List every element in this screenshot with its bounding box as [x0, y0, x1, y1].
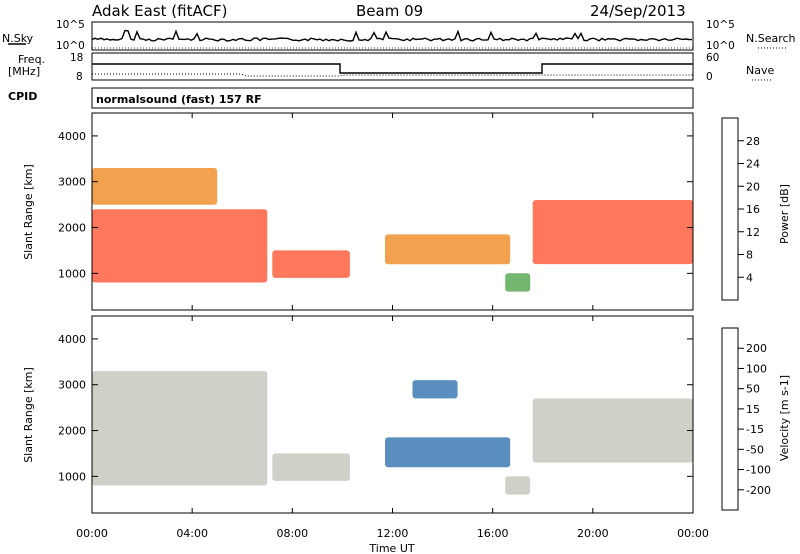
x-axis-label: Time UT	[368, 542, 414, 554]
nsky-panel: N.Sky 10^5 10^0 10^5 10^0 N.Search	[2, 19, 796, 52]
colorbar-tick-label: 12	[746, 226, 760, 239]
colorbar-tick-label: 28	[746, 135, 760, 148]
freq-trace	[92, 63, 693, 74]
freq-left-tick-top: 18	[70, 52, 83, 64]
echo-region-1-5	[532, 398, 693, 463]
nsky-left-tick-top: 10^5	[56, 19, 85, 31]
colorbar-tick-label: -50	[746, 443, 764, 456]
y-tick-label: 3000	[58, 379, 86, 392]
colorbar-tick-label: -15	[746, 423, 764, 436]
velocity-data-layer	[92, 371, 693, 495]
nsearch-label: N.Search	[746, 32, 796, 45]
x-tick-label: 16:00	[477, 527, 509, 540]
cpid-label: CPID	[8, 90, 37, 103]
colorbar-tick-label: 16	[746, 203, 760, 216]
colorbar-tick-label: 4	[746, 271, 753, 284]
nsky-label: N.Sky	[2, 32, 34, 45]
echo-region-0-2	[272, 250, 350, 278]
echo-region-1-1	[272, 453, 350, 481]
y-tick-label: 2000	[58, 222, 86, 235]
echo-region-1-3	[412, 380, 458, 399]
x-tick-label: 08:00	[276, 527, 308, 540]
echo-region-0-1	[92, 168, 218, 205]
freq-panel: Freq. [MHz] 18 8 60 0 Nave CPID	[8, 52, 774, 103]
colorbar-tick-label: -200	[746, 484, 771, 497]
colorbar-tick-label: 8	[746, 249, 753, 262]
x-tick-label: 04:00	[176, 527, 208, 540]
colorbar-tick-label: 50	[746, 383, 760, 396]
x-tick-label: 12:00	[377, 527, 409, 540]
echo-region-0-0	[92, 209, 268, 283]
colorbar-tick-label: 100	[746, 362, 767, 375]
colorbar-frame	[721, 117, 739, 301]
cpid-text: normalsound (fast) 157 RF	[96, 93, 262, 106]
velocity-panel: 1000 2000 3000 4000 Slant Range [km]	[22, 315, 694, 514]
beam-title: Beam 09	[356, 2, 423, 20]
power-panel: 1000 2000 3000 4000 Slant Range [km]	[22, 112, 694, 311]
colorbar-tick-label: 24	[746, 158, 760, 171]
nsky-left-tick-bottom: 10^0	[56, 40, 85, 52]
freq-label-line2: [MHz]	[8, 65, 40, 78]
time-x-axis: 00:00 04:00 08:00 12:00 16:00 20:00 00:00	[76, 113, 709, 540]
nsky-trace	[91, 29, 693, 42]
y-tick-label: 4000	[58, 333, 86, 346]
y-tick-label: 4000	[58, 130, 86, 143]
echo-region-0-3	[385, 234, 511, 265]
velocity-y-axis: 1000 2000 3000 4000	[58, 333, 693, 483]
date-title: 24/Sep/2013	[590, 2, 686, 20]
nsky-right-tick-top: 10^5	[706, 19, 735, 31]
station-title: Adak East (fitACF)	[92, 2, 227, 20]
nave-trace	[92, 73, 693, 77]
freq-left-tick-bottom: 8	[76, 71, 83, 83]
power-y-axis: 1000 2000 3000 4000	[58, 130, 693, 280]
y-tick-label: 3000	[58, 176, 86, 189]
echo-region-0-5	[532, 200, 693, 265]
power-y-label: Slant Range [km]	[22, 164, 35, 260]
velocity-colorbar: 200 100 50 15 -15 -50 -100 -200	[721, 327, 771, 511]
nave-label: Nave	[746, 64, 774, 77]
colorbar-tick-label: 20	[746, 180, 760, 193]
cpid-panel: normalsound (fast) 157 RF	[91, 87, 694, 109]
freq-frame	[91, 52, 694, 81]
colorbar-tick-label: -100	[746, 464, 771, 477]
y-tick-label: 1000	[58, 470, 86, 483]
y-tick-label: 2000	[58, 425, 86, 438]
x-tick-label: 00:00	[677, 527, 709, 540]
echo-region-0-4	[505, 273, 531, 292]
colorbar-tick-label: 15	[746, 403, 760, 416]
power-colorbar: 28 24 20 16 12 8 4	[721, 117, 760, 301]
echo-region-1-0	[92, 371, 268, 486]
colorbar-tick-label: 200	[746, 342, 767, 355]
echo-region-1-4	[505, 476, 531, 495]
power-data-layer	[92, 168, 693, 292]
echo-region-1-2	[385, 437, 511, 468]
x-tick-label: 20:00	[577, 527, 609, 540]
velocity-y-label: Slant Range [km]	[22, 367, 35, 463]
freq-label-line1: Freq.	[18, 53, 45, 66]
nsky-frame	[91, 21, 694, 51]
colorbar-frame	[721, 327, 739, 511]
nave-right-tick-bottom: 0	[706, 71, 713, 83]
nsky-right-tick-bottom: 10^0	[706, 40, 735, 52]
y-tick-label: 1000	[58, 267, 86, 280]
cpid-frame	[91, 87, 694, 109]
power-colorbar-label: Power [dB]	[778, 184, 791, 244]
velocity-colorbar-label: Velocity [m s-1]	[778, 375, 791, 461]
x-tick-label: 00:00	[76, 527, 108, 540]
nave-right-tick-top: 60	[706, 52, 719, 64]
